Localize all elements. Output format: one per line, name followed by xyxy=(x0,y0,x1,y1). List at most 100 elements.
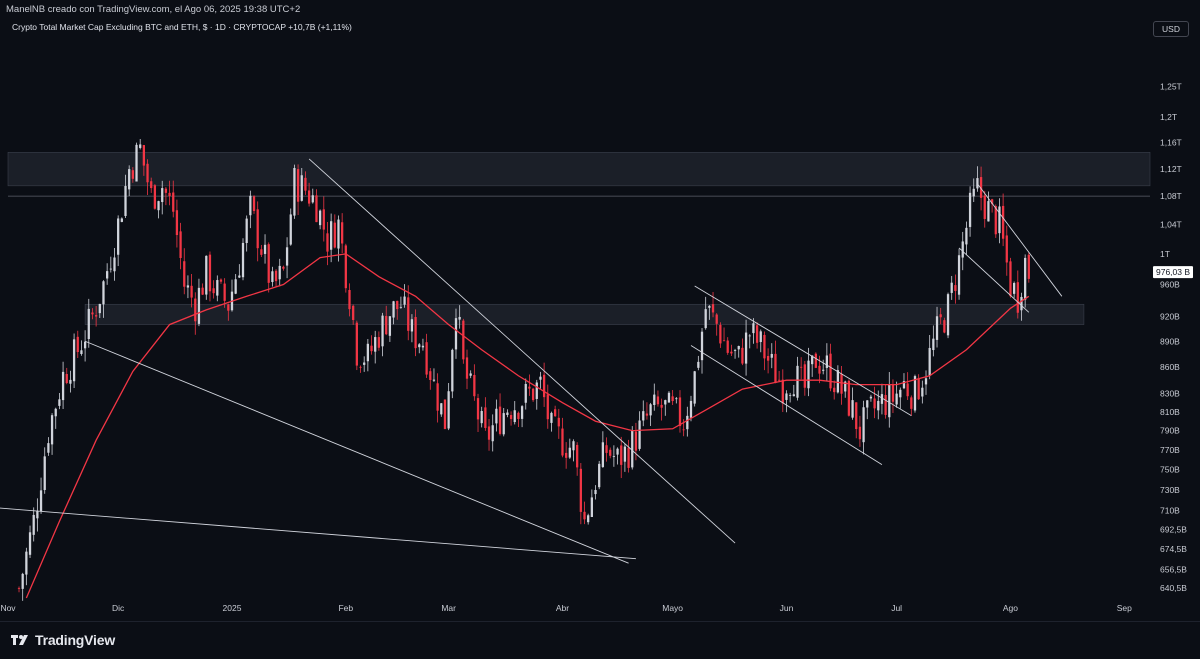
candle-body xyxy=(227,304,230,311)
candle xyxy=(344,243,347,293)
candle xyxy=(744,319,748,376)
candle-body xyxy=(932,338,935,351)
candle-body xyxy=(520,406,524,419)
candle-body xyxy=(862,407,865,443)
candle-body xyxy=(763,334,766,359)
candle xyxy=(899,387,902,409)
candle xyxy=(285,237,289,279)
candle-body xyxy=(124,186,127,216)
candle xyxy=(587,513,590,525)
candle-body xyxy=(616,448,619,455)
candle xyxy=(153,184,157,210)
candle xyxy=(25,547,28,586)
candle-body xyxy=(344,245,347,289)
candle xyxy=(998,198,1001,244)
candle-body xyxy=(465,357,469,379)
tradingview-logo[interactable]: TradingView xyxy=(10,632,115,648)
candle-body xyxy=(318,210,322,226)
candle xyxy=(186,275,190,299)
candle-body xyxy=(32,514,35,535)
candle-body xyxy=(921,387,924,397)
candle-body xyxy=(21,573,24,589)
candle-body xyxy=(219,279,223,282)
attribution-bar: ManelNB creado con TradingView.com, el A… xyxy=(0,0,1200,18)
candle-body xyxy=(451,349,454,392)
candle-body xyxy=(733,350,737,351)
candle xyxy=(363,356,366,372)
candle-body xyxy=(370,345,373,352)
candle xyxy=(341,213,344,254)
candle-body xyxy=(307,190,311,204)
candle xyxy=(381,312,384,357)
candle-body xyxy=(660,404,663,408)
candle-body xyxy=(726,340,729,353)
candle xyxy=(87,298,90,348)
candle-body xyxy=(352,305,355,320)
candle xyxy=(498,393,502,436)
candle-body xyxy=(587,515,590,523)
trendline-1 xyxy=(0,507,636,560)
price-chart[interactable]: 1,25T 1,2T 1,16T 1,12T 1,08T 1,04T 1T 960B 920B 8… xyxy=(0,0,1200,621)
candle-body xyxy=(910,397,913,409)
candle xyxy=(528,374,531,396)
candle-body xyxy=(946,294,950,336)
candle-body xyxy=(436,383,439,411)
candle xyxy=(792,384,795,397)
candle xyxy=(811,355,814,377)
candle-body xyxy=(675,398,678,400)
candle xyxy=(491,414,494,452)
candle xyxy=(535,379,538,410)
candle-body xyxy=(473,374,476,397)
candle xyxy=(590,489,593,518)
candle xyxy=(631,426,634,470)
time-tick-label: Nov xyxy=(0,603,16,613)
tradingview-logo-icon xyxy=(11,635,28,645)
candle-body xyxy=(631,430,634,468)
candle xyxy=(289,208,292,246)
candle-body xyxy=(847,380,851,416)
candle-body xyxy=(844,381,847,392)
candle-body xyxy=(539,376,542,380)
candle-body xyxy=(546,394,549,420)
candle-body xyxy=(697,361,700,368)
currency-selector[interactable]: USD xyxy=(1153,21,1189,37)
candle xyxy=(208,251,212,302)
candle-body xyxy=(407,297,410,331)
candle xyxy=(256,201,259,262)
candle xyxy=(583,501,586,525)
price-tick-label: 920B xyxy=(1160,311,1180,321)
candle xyxy=(410,314,414,343)
candle xyxy=(146,159,149,195)
candle-body xyxy=(957,255,961,295)
candle xyxy=(689,395,693,422)
candle-body xyxy=(249,195,252,216)
last-price-tag xyxy=(1153,266,1193,279)
candle-body xyxy=(304,177,307,191)
candle-body xyxy=(83,341,87,349)
candle xyxy=(454,308,458,359)
candle xyxy=(179,222,182,270)
candle xyxy=(638,411,641,451)
candle-body xyxy=(704,309,707,329)
candle xyxy=(487,418,491,451)
candle-body xyxy=(168,192,171,197)
candle-body xyxy=(355,322,358,366)
candle-body xyxy=(572,441,575,451)
candle xyxy=(1009,257,1012,298)
candle xyxy=(715,313,718,336)
candle-body xyxy=(888,384,891,418)
candle xyxy=(399,296,403,309)
candle-body xyxy=(777,379,781,381)
candle xyxy=(957,248,961,300)
candle-body xyxy=(392,301,395,318)
candle-body xyxy=(201,287,204,295)
candle-body xyxy=(722,340,726,342)
candle xyxy=(109,256,112,273)
candle xyxy=(825,343,829,381)
candle xyxy=(983,190,986,228)
candle xyxy=(858,415,862,447)
candle-body xyxy=(553,409,557,417)
candle-body xyxy=(414,317,417,349)
candle-body xyxy=(322,209,325,230)
candle xyxy=(47,437,50,456)
